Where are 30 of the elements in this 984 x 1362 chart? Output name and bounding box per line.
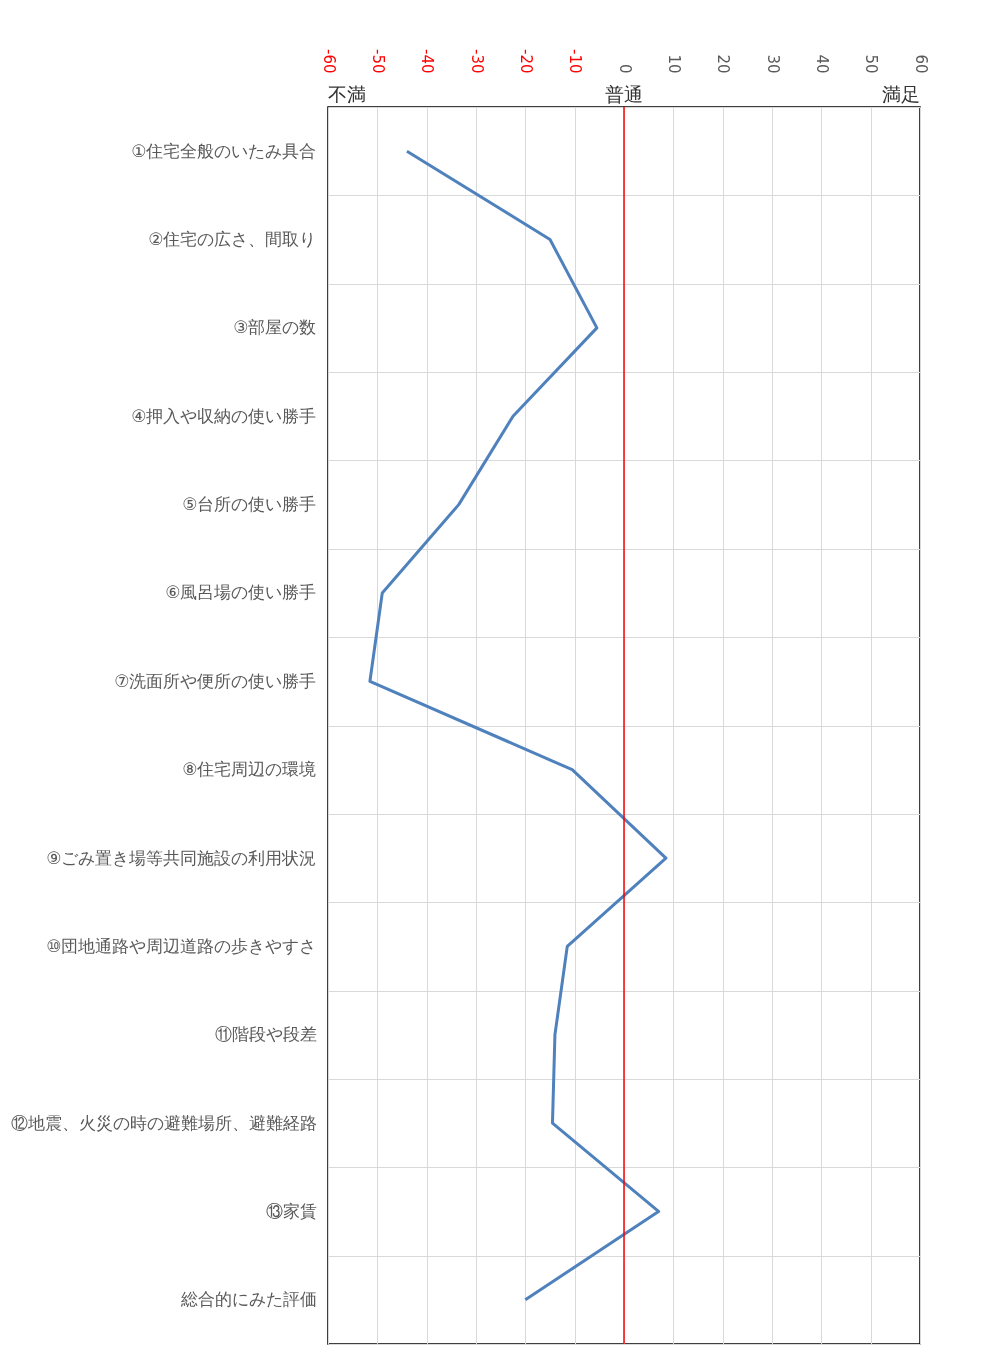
y-tick-label: ⑤台所の使い勝手: [182, 494, 317, 515]
x-tick-label: -60: [319, 49, 338, 74]
text: 満足: [882, 83, 920, 105]
y-tick-label: ⑬家賃: [265, 1200, 317, 1221]
text: 不満: [328, 83, 366, 105]
x-tick-label: 30: [763, 54, 782, 74]
x-tick-label: -40: [418, 49, 437, 74]
y-tick-label: ⑫地震、火災の時の避難場所、避難経路: [10, 1112, 317, 1133]
y-tick-label: ⑪階段や段差: [214, 1024, 317, 1045]
y-tick-label: ①住宅全般のいたみ具合: [131, 140, 317, 161]
x-tick-label: 40: [812, 54, 831, 74]
y-tick-label: ②住宅の広さ、間取り: [148, 229, 317, 250]
y-tick-label: ④押入や収納の使い勝手: [131, 405, 317, 426]
x-tick-label: 20: [714, 54, 733, 74]
y-tick-label: ⑨ごみ置き場等共同施設の利用状況: [46, 847, 317, 868]
x-tick-label: 0: [615, 63, 634, 74]
text: 普通: [605, 83, 643, 105]
x-tick-label: -10: [566, 49, 585, 74]
x-tick-label: 10: [664, 54, 683, 74]
y-tick-label: ⑩団地通路や周辺道路の歩きやすさ: [46, 935, 317, 956]
x-tick-label: 50: [862, 54, 881, 74]
x-tick-label: -20: [516, 49, 535, 74]
y-tick-label: 総合的にみた評価: [179, 1289, 317, 1310]
x-tick-label: -30: [467, 49, 486, 74]
x-tick-label: -50: [368, 49, 387, 74]
y-tick-label: ⑧住宅周辺の環境: [182, 759, 317, 780]
x-tick-label: 60: [911, 54, 930, 74]
y-tick-label: ③部屋の数: [233, 317, 317, 338]
y-tick-label: ⑦洗面所や便所の使い勝手: [114, 670, 317, 691]
y-tick-label: ⑥風呂場の使い勝手: [165, 582, 317, 603]
